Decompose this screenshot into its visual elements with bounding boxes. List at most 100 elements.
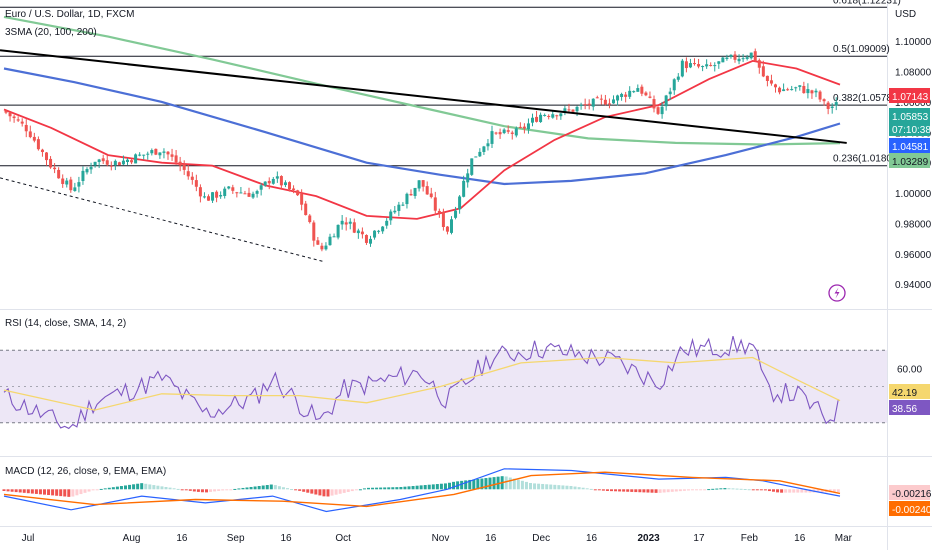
candle-up [636,88,640,92]
candle-up [490,131,494,144]
macd-histogram-bar [792,489,796,493]
macd-histogram-bar [804,489,808,493]
candle-down [8,112,12,117]
candle-down [733,54,737,60]
macd-histogram-bar [784,489,788,493]
candle-up [814,90,818,93]
candle-down [761,66,765,77]
candle-up [612,99,615,104]
candle-down [105,160,109,165]
price-tick-label: 0.96000 [895,250,932,261]
candle-down [697,64,701,67]
candle-up [340,220,344,225]
candle-up [794,87,798,89]
rsi-line [3,335,839,430]
candle-up [559,113,563,117]
macd-histogram-bar [298,489,302,491]
symbol-title[interactable]: Euro / U.S. Dollar, 1D, FXCM [5,9,134,20]
macd-histogram-bar [192,489,196,492]
time-tick-label: Jul [22,533,35,544]
candle-down [648,96,652,98]
candle-up [251,193,255,198]
macd-histogram-bar [200,489,204,493]
candle-down [12,116,16,119]
candle-down [36,139,40,150]
candle-down [45,152,48,161]
macd-histogram-bar [529,482,532,490]
candle-down [757,60,761,68]
macd-histogram-bar [476,478,480,490]
macd-histogram-bar [245,487,249,490]
candle-up [725,57,729,59]
candle-up [668,91,672,95]
candle-up [454,210,458,218]
macd-histogram-bar [460,480,464,490]
candle-down [769,80,773,84]
candle-down [518,126,522,128]
candle-up [417,180,421,189]
fib-level-label: 0.618(1.12231) [833,0,901,6]
sma100-line [3,67,841,186]
macd-histogram-bar [188,489,192,491]
candle-down [652,99,656,109]
macd-histogram-bar [646,489,650,493]
macd-histogram-bar [472,479,476,490]
value-tag-label: 1.05853 [892,112,929,123]
candle-up [478,151,482,157]
macd-histogram-bar [358,489,362,491]
lightning-icon[interactable] [828,284,846,302]
candle-up [502,129,506,134]
macd-histogram-bar [164,486,168,490]
macd-histogram-bar [237,488,241,490]
candle-down [644,92,648,96]
macd-histogram-bar [350,489,354,492]
sma-legend[interactable]: 3SMA (20, 100, 200) [5,27,97,38]
candle-down [684,61,688,69]
macd-histogram-bar [524,481,528,490]
macd-histogram-bar [512,478,516,490]
time-axis-ticks: Jul Aug 16 Sep 16 Oct Nov 16 Dec 16 2023 17 Feb 16 Mar [22,533,853,544]
macd-histogram-bar [614,489,618,492]
macd-histogram-bar [387,487,391,490]
candle-up [531,117,534,123]
macd-legend[interactable]: MACD (12, 26, close, 9, EMA, EMA) [5,466,166,477]
candle-down [583,104,587,106]
value-tag [889,501,930,516]
macd-histogram-bar [286,488,289,490]
candle-up [219,195,223,197]
macd-histogram-bar [140,483,144,490]
macd-histogram-bar [468,479,472,490]
candle-down [510,132,514,134]
macd-histogram-bar [241,487,245,490]
macd-histogram-bar [63,489,67,497]
candle-down [822,99,826,102]
macd-histogram-bar [435,484,439,490]
candle-down [296,190,300,196]
macd-histogram-bar [30,489,34,494]
candle-up [705,64,709,67]
candle-down [765,75,769,81]
trendlines[interactable] [0,49,847,262]
macd-histogram-bar [160,486,164,490]
candle-up [514,128,518,136]
candle-up [263,181,267,186]
macd-histogram-bar [83,489,87,493]
macd-histogram-bar [626,489,630,492]
macd-histogram-bar [75,489,79,496]
macd-histogram-bar [832,489,836,493]
rsi-legend[interactable]: RSI (14, close, SMA, 14, 2) [5,318,126,329]
time-tick-label: 16 [176,533,188,544]
candle-up [830,106,834,108]
value-tag-label: -0.00216 [892,489,932,500]
macd-histogram-bar [695,489,699,491]
candle-up [134,154,138,164]
macd-histogram-bar [334,489,338,495]
macd-histogram-bar [43,489,46,495]
candle-down [555,115,559,117]
macd-histogram-bar [508,477,512,490]
candle-up [458,196,462,210]
candle-down [16,119,20,121]
time-tick-label: Aug [123,533,141,544]
